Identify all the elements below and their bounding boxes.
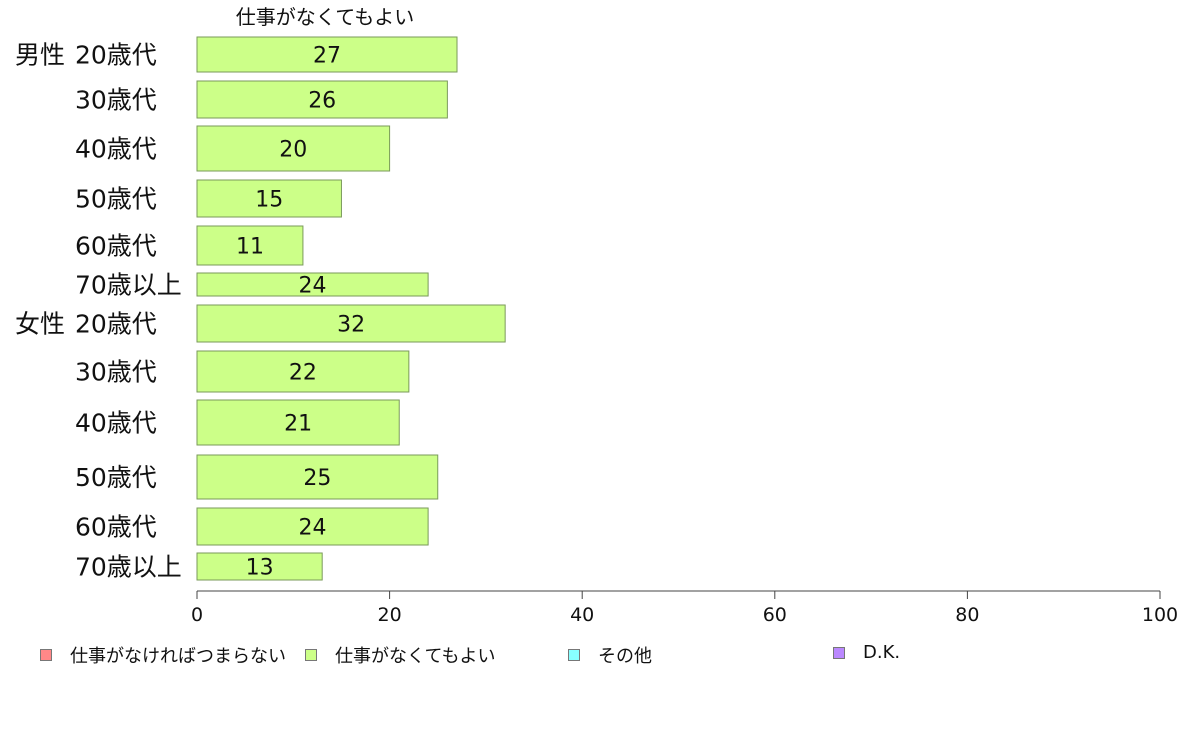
category-label: 20歳代 xyxy=(75,310,157,339)
bar xyxy=(196,350,410,393)
legend-item: D.K. xyxy=(833,642,900,663)
bar-value-label: 11 xyxy=(236,235,264,260)
legend-item: その他 xyxy=(568,642,652,668)
bar xyxy=(196,225,304,266)
category-label: 70歳以上 xyxy=(75,553,182,582)
bar xyxy=(196,552,323,581)
legend-item: 仕事がなくてもよい xyxy=(305,642,496,668)
legend-label: D.K. xyxy=(863,642,901,663)
bar-value-label: 22 xyxy=(289,361,317,386)
group-label: 女性 xyxy=(15,310,65,339)
x-tick-label: 20 xyxy=(378,604,402,626)
category-label: 30歳代 xyxy=(75,358,157,387)
x-tick-label: 100 xyxy=(1142,604,1178,626)
legend-swatch xyxy=(833,646,845,659)
category-label: 40歳代 xyxy=(75,409,157,438)
x-tick-label: 0 xyxy=(191,604,203,626)
bar-value-label: 24 xyxy=(299,516,327,541)
bar-value-label: 15 xyxy=(255,188,283,213)
labels-layer: 2720歳代男性2630歳代2040歳代1550歳代1160歳代2470歳以上3… xyxy=(15,41,365,582)
x-tick-label: 80 xyxy=(955,604,979,626)
category-label: 30歳代 xyxy=(75,86,157,115)
group-label: 男性 xyxy=(15,41,65,70)
bar-chart: 仕事がなくてもよい 2720歳代男性2630歳代2040歳代1550歳代1160… xyxy=(15,5,1178,626)
bar xyxy=(196,80,448,119)
legend-label: 仕事がなければつまらない xyxy=(70,646,286,667)
bar xyxy=(196,272,429,297)
bar-value-label: 32 xyxy=(337,313,365,338)
category-label: 50歳代 xyxy=(75,185,157,214)
x-axis: 0 20 40 60 80 100 xyxy=(191,590,1178,626)
bar xyxy=(196,36,458,73)
legend-item: 仕事がなければつまらない xyxy=(40,642,286,668)
legend: 仕事がなければつまらない 仕事がなくてもよい その他 D.K. xyxy=(0,642,1188,672)
bars-layer xyxy=(196,36,506,581)
x-tick-label: 40 xyxy=(570,604,594,626)
legend-label: 仕事がなくてもよい xyxy=(335,646,496,667)
bar-value-label: 20 xyxy=(279,138,307,163)
category-label: 60歳代 xyxy=(75,232,157,261)
bar-value-label: 21 xyxy=(284,412,312,437)
bar-value-label: 27 xyxy=(313,44,341,69)
bar-value-label: 26 xyxy=(308,89,336,114)
legend-swatch xyxy=(305,649,317,661)
x-tick-label: 60 xyxy=(763,604,787,626)
category-label: 60歳代 xyxy=(75,513,157,542)
category-label: 40歳代 xyxy=(75,135,157,164)
legend-swatch xyxy=(40,649,52,661)
bar xyxy=(196,399,400,446)
bar-value-label: 24 xyxy=(299,274,327,299)
bar xyxy=(196,454,439,500)
bar xyxy=(196,179,342,218)
legend-swatch xyxy=(568,649,580,661)
series-title: 仕事がなくてもよい xyxy=(236,5,414,29)
bar xyxy=(196,125,391,172)
category-label: 20歳代 xyxy=(75,41,157,70)
bar-value-label: 25 xyxy=(303,466,331,491)
category-label: 50歳代 xyxy=(75,463,157,492)
legend-label: その他 xyxy=(598,646,652,667)
bar-value-label: 13 xyxy=(246,556,274,581)
category-label: 70歳以上 xyxy=(75,271,182,300)
bar xyxy=(196,304,506,343)
bar xyxy=(196,507,429,546)
